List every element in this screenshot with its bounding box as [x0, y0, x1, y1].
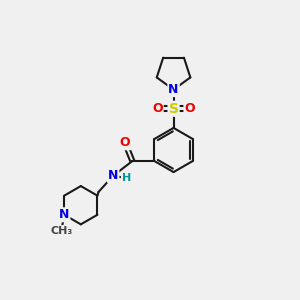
Text: N: N	[59, 208, 69, 221]
Text: O: O	[120, 136, 130, 149]
Text: N: N	[168, 83, 179, 96]
Text: O: O	[184, 102, 195, 115]
Text: H: H	[122, 173, 131, 183]
Text: CH₃: CH₃	[50, 226, 72, 236]
Text: S: S	[169, 102, 178, 116]
Text: N: N	[108, 169, 119, 182]
Text: O: O	[152, 102, 163, 115]
